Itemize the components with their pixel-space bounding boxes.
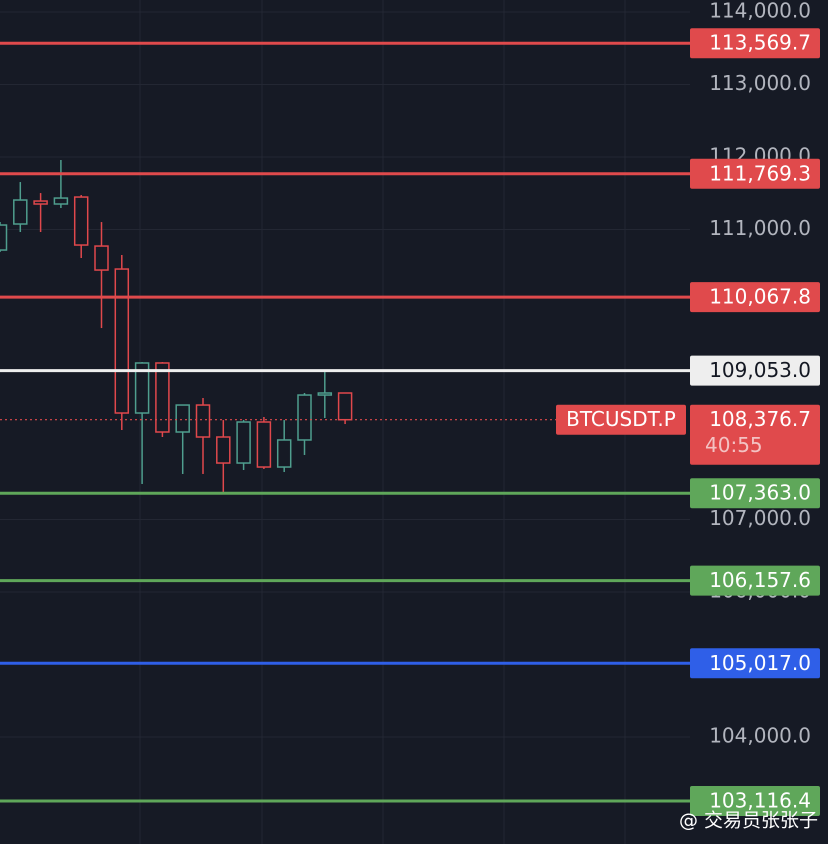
level-label: 109,053.0 (709, 358, 811, 382)
y-tick-label: 104,000.0 (709, 723, 811, 747)
candle-body (297, 394, 312, 441)
candle-body (53, 197, 69, 205)
candle-body (317, 392, 333, 396)
level-badge (690, 565, 820, 596)
candle-body (155, 362, 170, 433)
level-badge (690, 28, 820, 59)
level-label: 106,157.6 (709, 568, 811, 592)
level-label: 105,017.0 (709, 651, 811, 675)
candle-body (337, 392, 353, 421)
candle-body (195, 404, 211, 438)
level-label: 111,769.3 (709, 161, 811, 185)
level-label: 113,569.7 (709, 31, 811, 55)
level-badge (690, 158, 820, 189)
candle-body (134, 362, 150, 414)
level-badge (690, 648, 820, 679)
candle-body (216, 436, 231, 464)
candle-body (236, 421, 251, 464)
symbol-badge (556, 404, 686, 435)
level-label: 110,067.8 (709, 285, 811, 309)
last-price-badge (690, 404, 820, 465)
y-tick-label: 107,000.0 (709, 506, 811, 530)
countdown-label: 40:55 (705, 433, 763, 457)
candle-body (0, 224, 8, 251)
candle-body (13, 199, 28, 225)
level-badge (690, 282, 820, 313)
candle-body (73, 196, 89, 246)
level-badge (690, 355, 820, 386)
level-badge (690, 786, 820, 817)
candle-body (114, 268, 130, 414)
candle-body (175, 404, 190, 433)
last-price-label: 108,376.7 (709, 407, 811, 431)
candle-body (276, 439, 292, 468)
level-badge (690, 478, 820, 509)
watermark: @ 交易员张张子 (679, 810, 818, 832)
symbol-label: BTCUSDT.P (566, 407, 676, 431)
level-label: 103,116.4 (709, 789, 811, 813)
y-tick-label: 114,000.0 (709, 0, 811, 23)
candle-body (256, 421, 272, 468)
y-tick-label: 111,000.0 (709, 216, 811, 240)
y-tick-label: 113,000.0 (709, 71, 811, 95)
candle-body (94, 245, 109, 271)
level-label: 107,363.0 (709, 481, 811, 505)
candle-body (33, 200, 48, 205)
